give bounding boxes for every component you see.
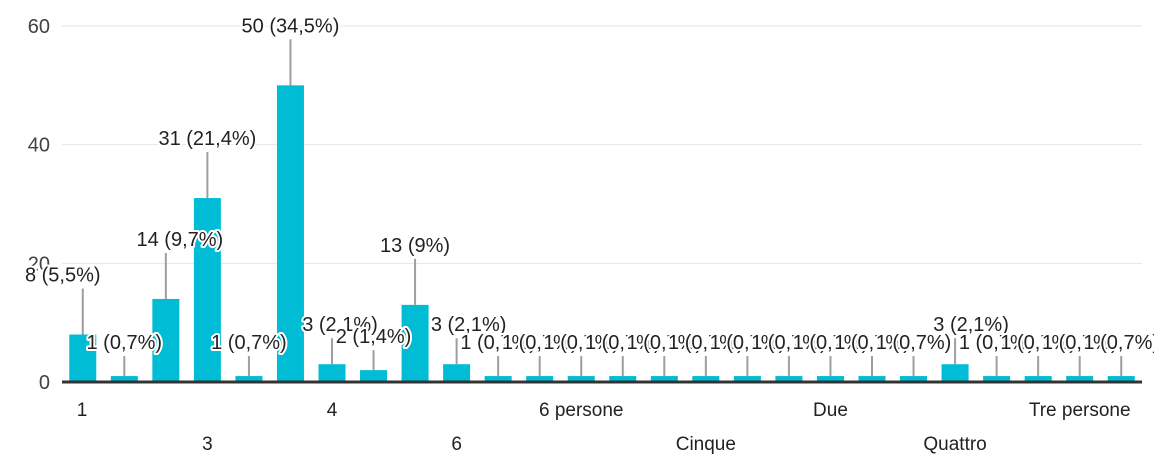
- x-tick-label: Cinque: [676, 434, 736, 454]
- bar: [484, 376, 512, 382]
- bar: [983, 376, 1011, 382]
- data-label: 1 (0,7%): [585, 332, 661, 354]
- data-label: 3 (2,1%): [302, 314, 378, 336]
- label-leader-lines: [81, 39, 1123, 377]
- y-tick-label: 0: [39, 372, 50, 394]
- bar: [858, 376, 886, 382]
- data-label: 1 (0,7%): [87, 332, 163, 354]
- data-label: 1 (0,7%): [876, 332, 952, 354]
- data-label: 31 (21,4%): [158, 128, 256, 150]
- data-label: 1 (0,7%): [751, 332, 827, 354]
- data-label: 1 (0,7%): [668, 332, 744, 354]
- bar: [1066, 376, 1094, 382]
- bar: [941, 364, 969, 382]
- bar: [110, 376, 138, 382]
- bar: [401, 304, 429, 382]
- bar: [360, 370, 388, 382]
- data-label: 1 (0,7%): [1000, 332, 1076, 354]
- bar: [318, 364, 346, 382]
- data-label: 1 (0,7%): [710, 332, 786, 354]
- data-label: 1 (0,7%): [959, 332, 1035, 354]
- x-tick-label: 1: [77, 400, 88, 421]
- bar: [152, 298, 180, 382]
- x-tick-label: 6: [451, 434, 462, 454]
- data-label: 1 (0,7%): [793, 332, 869, 354]
- data-label: 3 (2,1%): [933, 314, 1009, 336]
- data-label: 1 (0,7%): [460, 332, 536, 354]
- bars: [69, 85, 1135, 382]
- bar: [1024, 376, 1052, 382]
- bar: [900, 376, 928, 382]
- bar: [276, 85, 304, 382]
- data-label: 3 (2,1%): [431, 314, 507, 336]
- data-label: 13 (9%): [380, 235, 450, 257]
- data-label: 1 (0,7%): [1042, 332, 1118, 354]
- data-label: 1 (0,7%): [627, 332, 703, 354]
- bar: [609, 376, 637, 382]
- y-tick-label: 20: [28, 253, 50, 275]
- bar: [775, 376, 803, 382]
- x-tick-label: Quattro: [923, 434, 986, 454]
- gridlines: [62, 25, 1142, 264]
- bar: [69, 334, 97, 382]
- x-tick-label: 6 persone: [539, 400, 624, 421]
- x-axis-ticks: 1 3 4 6 6 persone Cinque Due Quattro Tre persone: [77, 400, 1131, 454]
- y-tick-label: 40: [28, 135, 50, 157]
- data-label: 2 (1,4%): [336, 326, 412, 348]
- bar: [733, 376, 761, 382]
- data-label: 8 (5,5%): [25, 265, 101, 287]
- data-label: 50 (34,5%): [242, 15, 340, 37]
- bar: [526, 376, 554, 382]
- x-tick-label: 3: [202, 434, 213, 454]
- bar: [193, 198, 221, 382]
- data-label: 1 (0,7%): [502, 332, 578, 354]
- bar: [235, 376, 263, 382]
- bar: [443, 364, 471, 382]
- data-label: 1 (0,7%): [543, 332, 619, 354]
- bar: [1107, 376, 1135, 382]
- data-label: 14 (9,7%): [136, 229, 223, 251]
- bar: [650, 376, 678, 382]
- bar: [816, 376, 844, 382]
- x-tick-label: Due: [813, 400, 848, 421]
- bar: [567, 376, 595, 382]
- y-tick-label: 60: [28, 16, 50, 38]
- data-label: 1 (0,7%): [834, 332, 910, 354]
- x-tick-label: Tre persone: [1029, 400, 1131, 421]
- data-label: 1 (0,7%): [1083, 332, 1154, 354]
- data-label: 1 (0,7%): [211, 332, 287, 354]
- data-labels: 8 (5,5%) 1 (0,7%) 14 (9,7%) 31 (21,4%) 1 (0,…: [23, 13, 1154, 356]
- x-tick-label: 4: [327, 400, 338, 421]
- bar: [692, 376, 720, 382]
- y-axis-ticks: 0 20 40 60: [28, 16, 50, 394]
